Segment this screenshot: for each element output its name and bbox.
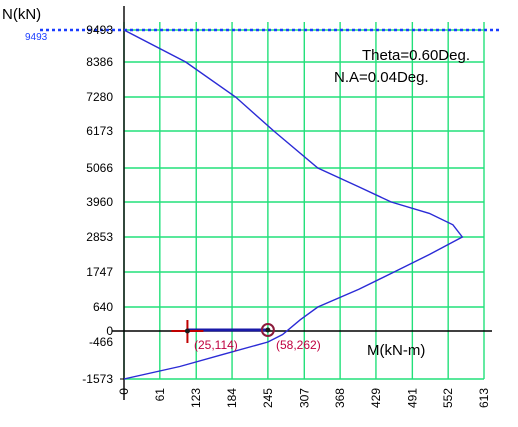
y-tick-label: 8386 [86,55,113,69]
x-tick-label: 61 [153,388,167,402]
x-tick-label: 491 [405,388,419,408]
point-marker-dot [265,327,271,333]
x-tick-label: 0 [117,388,131,395]
x-tick-label: 307 [297,388,311,408]
y-tick-labels: 9493 8386 7280 6173 5066 3960 2853 1747 640 0-466… [82,23,113,386]
y-axis-title: N(kN) [2,6,41,23]
x-tick-label: 245 [261,388,275,408]
point-marker-dot [184,328,190,334]
x-tick-labels: 0 61 123 184 245 307 368 429 491 552 613 [117,388,491,408]
y-tick-label: 0 [106,324,113,338]
x-tick-label: 368 [333,388,347,408]
y-tick-label: 9493 [86,23,113,37]
y-tick-label: 5066 [86,161,113,175]
x-tick-label: 123 [189,388,203,408]
x-tick-label: 429 [369,388,383,408]
capacity-label: 9493 [25,32,48,43]
y-tick-label: -466 [89,335,113,349]
y-tick-label: 3960 [86,195,113,209]
x-tick-label: 184 [225,388,239,408]
x-axis-title: M(kN-m) [367,342,425,359]
y-tick-label: 2853 [86,230,113,244]
x-tick-label: 613 [477,388,491,408]
point-label-2: (58,262) [276,338,321,352]
point-label-1: (25,114) [194,338,238,352]
y-tick-label: -1573 [82,372,113,386]
interaction-curve [123,29,464,380]
neutral-axis-annotation: N.A=0.04Deg. [334,69,429,86]
y-tick-label: 6173 [86,124,113,138]
y-tick-label: 1747 [86,265,113,279]
theta-annotation: Theta=0.60Deg. [362,47,470,64]
y-tick-label: 640 [93,300,113,314]
grid [123,22,485,380]
interaction-curve-line [123,29,464,380]
point-marker-circle [260,323,275,337]
point-markers [171,320,275,343]
y-tick-label: 7280 [86,90,113,104]
x-tick-label: 552 [441,388,455,408]
